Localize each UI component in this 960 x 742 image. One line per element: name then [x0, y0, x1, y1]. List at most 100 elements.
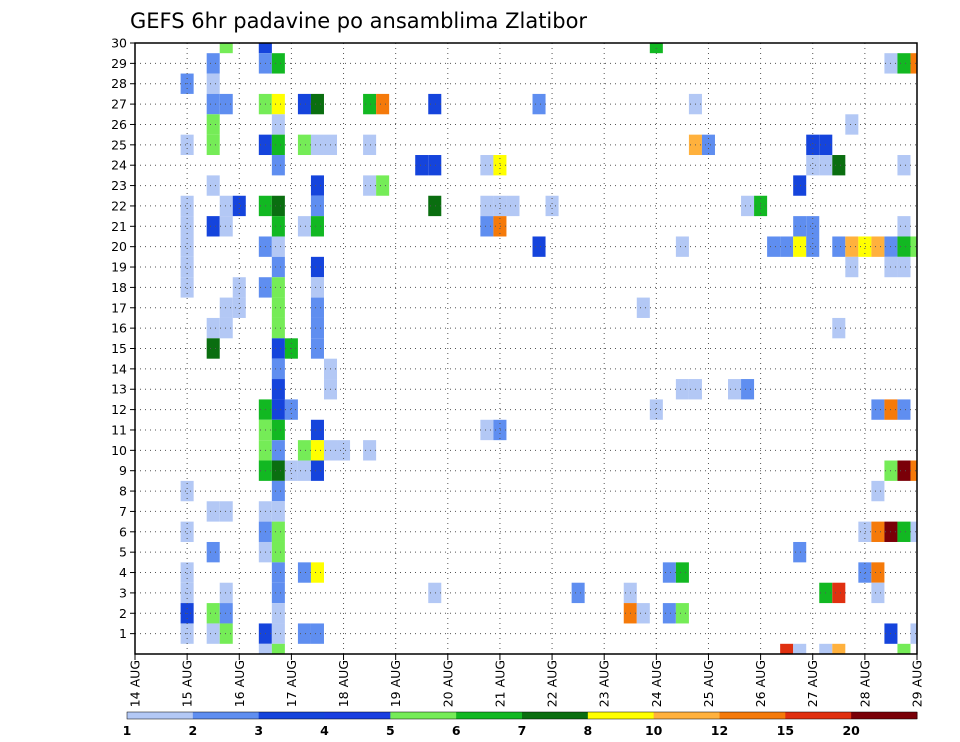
y-tick-label: 6: [119, 524, 127, 539]
heat-cell: [832, 582, 846, 604]
colorbar-segment: [522, 712, 589, 719]
heat-cell: [310, 338, 324, 359]
heat-cell: [428, 155, 442, 176]
heat-cell: [480, 216, 494, 237]
heat-cell: [219, 623, 233, 644]
heat-cell: [219, 317, 233, 339]
heat-cell: [871, 521, 885, 542]
heat-cell: [271, 603, 285, 624]
heat-cell: [232, 195, 246, 217]
heat-cell: [415, 155, 429, 176]
heat-cell: [832, 155, 846, 176]
heat-cell: [806, 216, 820, 237]
heat-cell: [206, 541, 220, 563]
heat-cell: [780, 643, 794, 654]
heat-cell: [767, 236, 781, 257]
heat-cell: [832, 643, 846, 654]
heat-cell: [310, 317, 324, 339]
heat-cell: [480, 195, 494, 217]
heat-cell: [206, 73, 220, 94]
heat-cell: [363, 93, 377, 115]
x-tick-label: 18 AUG: [336, 660, 351, 707]
y-tick-label: 15: [111, 341, 127, 356]
colorbar-label: 2: [188, 723, 197, 738]
y-tick-label: 17: [111, 300, 127, 315]
x-tick-label: 23 AUG: [597, 660, 612, 707]
heat-cell: [271, 317, 285, 339]
y-tick-label: 8: [119, 484, 127, 499]
heat-cell: [297, 93, 311, 115]
heat-cell: [206, 53, 220, 74]
heat-cell: [271, 93, 285, 115]
heat-cell: [793, 175, 807, 196]
heat-cell: [806, 236, 820, 257]
colorbar-segment: [719, 712, 786, 719]
colorbar-label: 1: [123, 723, 132, 738]
y-tick-label: 22: [111, 198, 127, 213]
x-tick-label: 21 AUG: [492, 660, 507, 707]
heat-cell: [297, 440, 311, 461]
heat-cell: [363, 440, 377, 461]
x-tick-label: 27 AUG: [805, 660, 820, 707]
colorbar-label: 10: [645, 723, 663, 738]
heat-cell: [284, 460, 298, 481]
heat-cell: [545, 195, 559, 217]
heat-cell: [180, 134, 194, 156]
heat-cell: [780, 236, 794, 257]
y-tick-label: 14: [111, 361, 127, 376]
heat-cell: [532, 93, 546, 115]
y-tick-label: 4: [119, 565, 127, 580]
heat-cell: [897, 155, 911, 176]
heat-cell: [271, 419, 285, 441]
heat-cell: [310, 175, 324, 196]
heat-cell: [310, 460, 324, 481]
x-tick-label: 22 AUG: [545, 660, 560, 707]
heat-cell: [310, 93, 324, 115]
heat-cell: [337, 440, 351, 461]
heat-cell: [493, 155, 507, 176]
heat-cell: [219, 195, 233, 217]
heat-cell: [297, 562, 311, 583]
heat-cell: [271, 155, 285, 176]
heat-cell: [206, 134, 220, 156]
heat-cell: [910, 460, 917, 481]
heat-cell: [310, 277, 324, 298]
x-axis: 14 AUG 15 AUG 16 AUG 17 AUG 18 AUG 19 AUG 20 A…: [128, 654, 925, 707]
heat-cell: [897, 521, 911, 542]
colorbar-label: 8: [583, 723, 592, 738]
heat-cell: [206, 338, 220, 359]
x-tick-label: 15 AUG: [180, 660, 195, 707]
colorbar-segment: [653, 712, 720, 719]
heat-cell: [701, 134, 715, 156]
heat-cell: [180, 277, 194, 298]
heat-cell: [219, 501, 233, 522]
y-tick-label: 18: [111, 280, 127, 295]
heat-cell: [897, 236, 911, 257]
y-tick-label: 20: [111, 239, 127, 254]
colorbar-label: 5: [386, 723, 395, 738]
x-tick-label: 29 AUG: [910, 660, 925, 707]
heat-cell: [845, 114, 859, 135]
heat-cell: [310, 195, 324, 217]
heat-cell: [675, 603, 689, 624]
heat-cell: [845, 256, 859, 278]
heat-cell: [232, 297, 246, 318]
y-tick-label: 30: [111, 36, 127, 51]
heat-cell: [271, 643, 285, 654]
heat-cell: [271, 297, 285, 318]
y-tick-label: 7: [119, 504, 127, 519]
y-tick-label: 3: [119, 585, 127, 600]
heat-cell: [871, 480, 885, 502]
colorbar-segment: [127, 712, 194, 719]
y-tick-label: 5: [119, 545, 127, 560]
colorbar-segment: [192, 712, 260, 719]
heat-cell: [271, 582, 285, 604]
colorbar-label: 3: [254, 723, 263, 738]
colorbar-label: 7: [518, 723, 527, 738]
heat-cell: [310, 440, 324, 461]
heat-cell: [493, 419, 507, 441]
heat-cell: [793, 216, 807, 237]
y-tick-label: 28: [111, 76, 127, 91]
heat-cell: [310, 216, 324, 237]
heat-cell: [310, 256, 324, 278]
